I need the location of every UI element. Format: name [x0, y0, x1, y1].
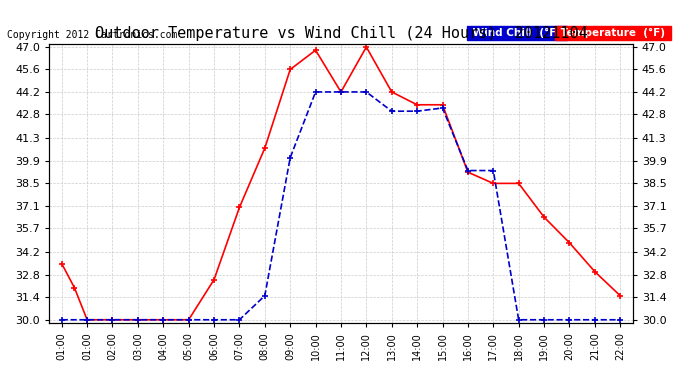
Text: Wind Chill  (°F): Wind Chill (°F): [469, 28, 565, 38]
Text: Temperature  (°F): Temperature (°F): [557, 28, 669, 38]
Text: Copyright 2012 Cartronics.com: Copyright 2012 Cartronics.com: [7, 30, 177, 39]
Title: Outdoor Temperature vs Wind Chill (24 Hours)  20121104: Outdoor Temperature vs Wind Chill (24 Ho…: [95, 26, 587, 41]
